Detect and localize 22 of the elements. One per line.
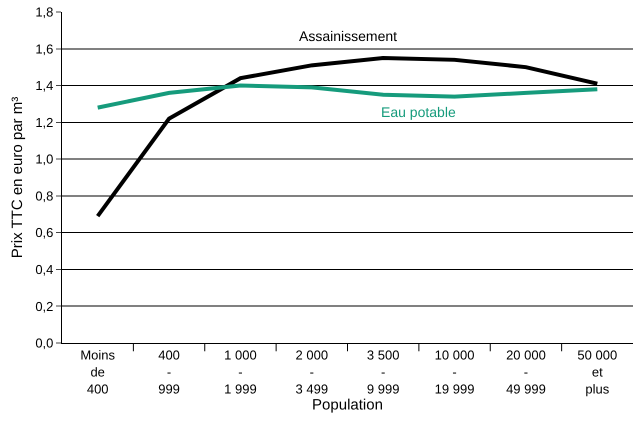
y-tick-label: 0,2 bbox=[35, 298, 54, 314]
y-tick-label: 1,0 bbox=[35, 152, 54, 167]
y-tick-label: 0,6 bbox=[35, 225, 54, 240]
x-axis-title: Population bbox=[312, 396, 383, 414]
series-label: Assainissement bbox=[299, 28, 398, 44]
y-tick-label: 1,8 bbox=[35, 4, 54, 20]
x-tick-label: 400 - 999 bbox=[158, 348, 180, 396]
y-tick-label: 0,4 bbox=[35, 262, 54, 277]
x-tick-label: 3 500 - 9 999 bbox=[366, 348, 400, 396]
series-label: Eau potable bbox=[381, 104, 456, 120]
x-tick-label: 1 000 - 1 999 bbox=[224, 348, 257, 396]
x-tick-label: 20 000 - 49 999 bbox=[506, 348, 546, 396]
y-axis-title: Prix TTC en euro par m³ bbox=[9, 96, 26, 258]
y-tick-label: 1,2 bbox=[35, 114, 54, 130]
y-tick-label: 1,4 bbox=[35, 78, 54, 94]
x-tick-label: 10 000 - 19 999 bbox=[434, 348, 474, 396]
x-tick-label: Moins de 400 bbox=[80, 348, 116, 396]
y-tick-label: 0,8 bbox=[35, 188, 54, 204]
x-tick-label: 2 000 - 3 499 bbox=[296, 348, 328, 396]
y-tick-label: 0,0 bbox=[35, 336, 54, 351]
y-tick-label: 1,6 bbox=[35, 41, 54, 56]
x-tick-label: 50 000 et plus bbox=[577, 348, 618, 396]
